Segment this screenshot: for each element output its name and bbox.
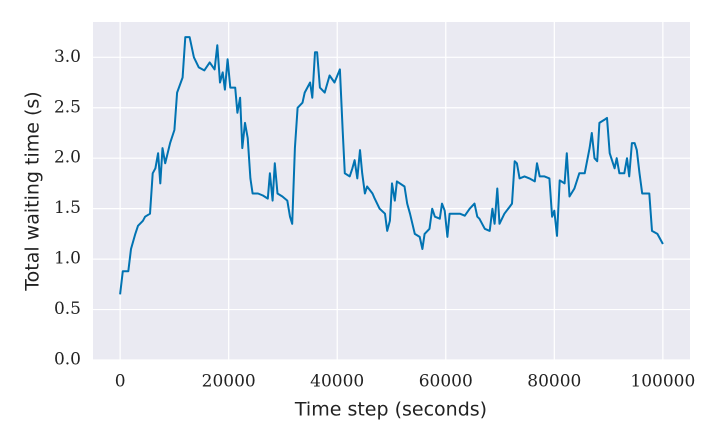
y-tick-label: 0.5 <box>54 299 81 319</box>
y-tick-label: 2.5 <box>54 97 81 117</box>
y-tick-label: 2.0 <box>54 148 81 168</box>
y-tick-label: 3.0 <box>54 47 81 67</box>
x-tick-label: 100000 <box>630 372 695 392</box>
x-tick-label: 60000 <box>419 372 473 392</box>
data-line <box>119 36 664 295</box>
x-tick-label: 20000 <box>202 372 256 392</box>
y-tick-label: 1.0 <box>54 249 81 269</box>
x-tick-label: 80000 <box>527 372 581 392</box>
y-axis-label: Total waiting time (s) <box>22 91 44 291</box>
y-tick-label: 1.5 <box>54 198 81 218</box>
y-tick-label: 0.0 <box>54 350 81 370</box>
x-axis-label: Time step (seconds) <box>294 399 487 421</box>
x-tick-label: 0 <box>115 372 126 392</box>
x-tick-label: 40000 <box>310 372 364 392</box>
